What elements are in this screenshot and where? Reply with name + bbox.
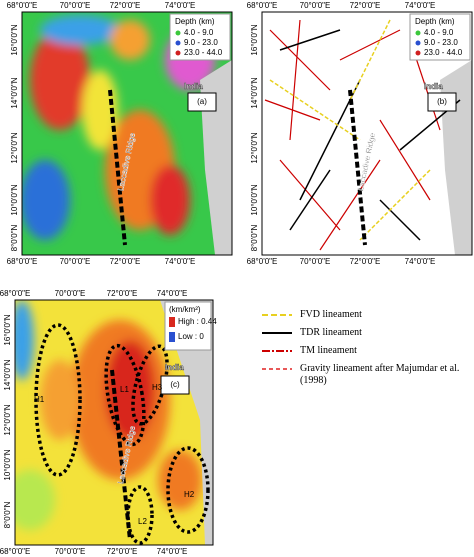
lat-label: 14°0'0"N — [10, 77, 19, 108]
depth-legend-dot — [415, 30, 421, 36]
lon-label: 74°0'0"E — [165, 257, 196, 266]
lon-label: 74°0'0"E — [157, 547, 188, 556]
lon-label: 74°0'0"E — [405, 1, 436, 10]
lon-label: 70°0'0"E — [300, 1, 331, 10]
density-high-swatch — [169, 317, 175, 327]
lat-label: 8°0'0"N — [10, 224, 19, 251]
lat-label: 14°0'0"N — [3, 359, 12, 390]
country-label: India — [184, 82, 203, 91]
panel-label-box — [160, 375, 190, 395]
depth-legend-dot — [175, 40, 181, 46]
lineament-symbols — [262, 314, 292, 370]
lon-label: 72°0'0"E — [110, 1, 141, 10]
lat-label: 16°0'0"N — [250, 24, 259, 55]
lon-label: 74°0'0"E — [405, 257, 436, 266]
lat-label: 10°0'0"N — [3, 449, 12, 480]
depth-legend-dot — [415, 40, 421, 46]
lat-label: 10°0'0"N — [250, 184, 259, 215]
lon-label: 70°0'0"E — [55, 547, 86, 556]
depth-legend-item: 4.0 - 9.0 — [424, 28, 454, 37]
depth-legend-title: Depth (km) — [175, 17, 215, 26]
density-unit: (km/km²) — [169, 305, 201, 314]
lon-label: 70°0'0"E — [60, 1, 91, 10]
country-label: India — [165, 363, 184, 372]
panel-label-box — [427, 92, 457, 112]
depth-legend-item: 4.0 - 9.0 — [184, 28, 214, 37]
lon-label: 68°0'0"E — [0, 547, 30, 556]
depth-legend-item: 9.0 - 23.0 — [184, 38, 218, 47]
zone-label: H2 — [184, 490, 195, 499]
lon-label: 72°0'0"E — [350, 257, 381, 266]
zone-label: H3 — [152, 383, 163, 392]
lat-label: 8°0'0"N — [3, 501, 12, 528]
legend-gravity: Gravity lineament after Majumdar et al. … — [300, 363, 460, 386]
lon-label: 68°0'0"E — [0, 289, 30, 298]
lon-label: 70°0'0"E — [300, 257, 331, 266]
lon-label: 68°0'0"E — [7, 257, 38, 266]
lat-label: 16°0'0"N — [10, 24, 19, 55]
lat-label: 12°0'0"N — [10, 132, 19, 163]
depth-legend-item: 23.0 - 44.0 — [184, 48, 223, 57]
density-high: High : 0.44 — [178, 317, 217, 326]
lat-label: 14°0'0"N — [250, 77, 259, 108]
map-frame — [261, 11, 473, 256]
lon-label: 74°0'0"E — [165, 1, 196, 10]
depth-legend-title: Depth (km) — [415, 17, 455, 26]
lon-label: 72°0'0"E — [110, 257, 141, 266]
lon-label: 74°0'0"E — [157, 289, 188, 298]
lon-label: 70°0'0"E — [60, 257, 91, 266]
lat-label: 8°0'0"N — [250, 224, 259, 251]
panel-label-box — [187, 92, 217, 112]
lat-label: 12°0'0"N — [250, 132, 259, 163]
lon-label: 68°0'0"E — [7, 1, 38, 10]
zone-label: L1 — [120, 385, 129, 394]
density-low: Low : 0 — [178, 332, 204, 341]
legend-tdr: TDR lineament — [300, 327, 362, 338]
lon-label: 68°0'0"E — [247, 257, 278, 266]
lat-label: 10°0'0"N — [10, 184, 19, 215]
depth-legend-dot — [175, 30, 181, 36]
depth-legend-item: 9.0 - 23.0 — [424, 38, 458, 47]
lon-label: 70°0'0"E — [55, 289, 86, 298]
depth-legend-item: 23.0 - 44.0 — [424, 48, 463, 57]
lat-label: 12°0'0"N — [3, 404, 12, 435]
lon-label: 72°0'0"E — [107, 289, 138, 298]
depth-legend-dot — [175, 50, 181, 56]
zone-label: L2 — [138, 517, 147, 526]
map-frame — [21, 11, 233, 256]
lon-label: 72°0'0"E — [107, 547, 138, 556]
density-low-swatch — [169, 332, 175, 342]
zone-label: H1 — [34, 395, 45, 404]
lon-label: 68°0'0"E — [247, 1, 278, 10]
map-frame — [14, 299, 214, 546]
panel-label: (a) — [197, 97, 207, 106]
panel-label: (c) — [170, 380, 180, 389]
depth-legend-dot — [415, 50, 421, 56]
legend-fvd: FVD lineament — [300, 309, 362, 320]
country-label: India — [424, 82, 443, 91]
lon-label: 72°0'0"E — [350, 1, 381, 10]
lat-label: 16°0'0"N — [3, 314, 12, 345]
panel-label: (b) — [437, 97, 447, 106]
legend-tm: TM lineament — [300, 345, 357, 356]
